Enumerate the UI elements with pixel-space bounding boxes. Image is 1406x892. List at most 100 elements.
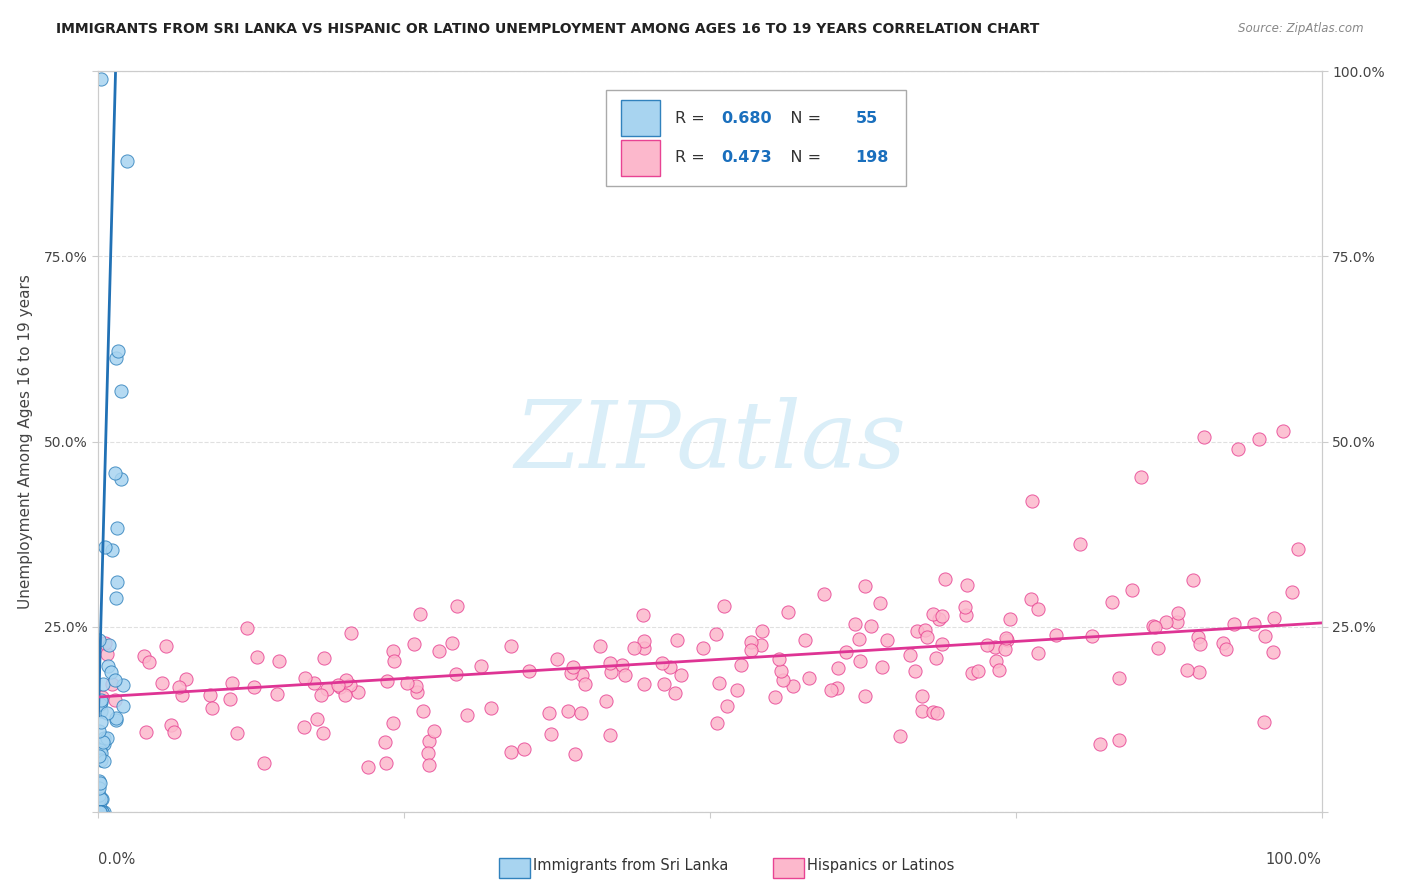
Point — [87, 633, 110, 648]
Text: 0.473: 0.473 — [721, 151, 772, 166]
Point — [1271, 424, 1294, 438]
Point — [89, 805, 111, 819]
Point — [772, 673, 794, 687]
Point — [853, 579, 876, 593]
Point — [905, 624, 928, 639]
Point — [967, 665, 990, 679]
Point — [347, 685, 370, 699]
Point — [1215, 641, 1237, 656]
Point — [730, 658, 752, 673]
Point — [357, 760, 380, 774]
Point — [600, 665, 623, 679]
Point — [105, 575, 128, 590]
Point — [633, 677, 655, 691]
Point — [574, 676, 596, 690]
Point — [499, 640, 522, 654]
Point — [513, 741, 536, 756]
Point — [89, 743, 111, 757]
Point — [98, 638, 121, 652]
Point — [176, 672, 198, 686]
Point — [995, 632, 1018, 646]
Point — [740, 635, 762, 649]
Point — [292, 720, 315, 734]
Point — [198, 688, 221, 702]
Point — [236, 621, 259, 635]
Point — [1088, 737, 1111, 751]
Point — [339, 677, 361, 691]
Point — [138, 655, 160, 669]
Point — [1187, 630, 1209, 644]
Point — [546, 652, 568, 666]
Point — [614, 667, 637, 681]
Point — [1045, 628, 1067, 642]
Point — [633, 640, 655, 655]
Point — [96, 647, 118, 661]
Point — [1182, 573, 1205, 587]
Point — [446, 599, 468, 613]
Point — [988, 664, 1011, 678]
Point — [335, 673, 357, 687]
Point — [90, 805, 112, 819]
Point — [1021, 493, 1043, 508]
Point — [922, 607, 945, 622]
Point — [956, 578, 979, 592]
Point — [440, 636, 463, 650]
Point — [1069, 536, 1091, 550]
Point — [381, 715, 404, 730]
Point — [844, 617, 866, 632]
Point — [456, 708, 478, 723]
Point — [848, 632, 870, 647]
Point — [986, 654, 1008, 668]
Point — [595, 694, 617, 708]
Point — [671, 668, 693, 682]
Point — [329, 680, 352, 694]
Point — [104, 673, 127, 687]
Point — [953, 600, 976, 615]
Point — [87, 724, 110, 739]
Point — [571, 668, 593, 682]
Point — [89, 697, 111, 711]
Point — [1108, 732, 1130, 747]
Point — [782, 679, 804, 693]
Point — [89, 773, 111, 788]
Point — [201, 701, 224, 715]
Point — [540, 727, 562, 741]
Point — [557, 704, 579, 718]
Point — [96, 731, 118, 745]
Bar — [620, 100, 659, 136]
Point — [374, 756, 396, 770]
Point — [623, 640, 645, 655]
Point — [768, 651, 790, 665]
Point — [931, 609, 953, 624]
Bar — [606, 90, 905, 186]
Point — [294, 671, 316, 685]
Point — [315, 682, 337, 697]
Text: ZIPatlas: ZIPatlas — [515, 397, 905, 486]
Point — [793, 633, 815, 648]
Point — [666, 633, 689, 648]
Point — [560, 665, 582, 680]
Point — [1144, 619, 1167, 633]
Point — [218, 692, 240, 706]
Point — [375, 673, 398, 688]
Point — [405, 680, 427, 694]
Point — [97, 658, 120, 673]
Point — [112, 698, 135, 713]
Point — [89, 801, 111, 815]
Point — [1142, 619, 1164, 633]
Point — [90, 693, 112, 707]
Point — [1166, 615, 1188, 629]
Point — [105, 521, 128, 535]
Point — [418, 757, 440, 772]
Point — [1226, 442, 1249, 456]
Point — [925, 706, 948, 720]
Point — [716, 699, 738, 714]
Point — [763, 690, 786, 705]
Point — [409, 607, 432, 622]
Point — [853, 690, 876, 704]
Point — [105, 591, 128, 605]
Text: R =: R = — [675, 111, 710, 126]
Point — [599, 728, 621, 742]
Point — [820, 683, 842, 698]
Point — [302, 676, 325, 690]
